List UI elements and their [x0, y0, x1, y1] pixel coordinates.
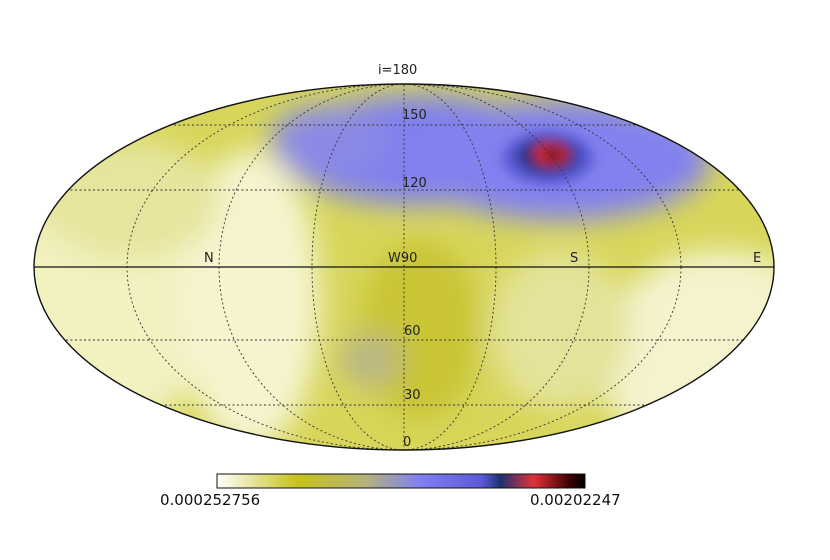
parallel-label-30: 30 [404, 388, 421, 403]
meridian-labels: N W90 S E [204, 251, 761, 266]
colorbar-min-label: 0.000252756 [160, 491, 260, 509]
colorbar-max-label: 0.00202247 [530, 491, 621, 509]
map-fill [34, 84, 774, 450]
parallel-label-top: i=180 [378, 63, 417, 78]
colorbar-gradient [216, 473, 586, 489]
parallel-label-150: 150 [402, 108, 427, 123]
meridian-label-w90: W90 [388, 251, 417, 266]
meridian-label-s: S [570, 251, 578, 266]
parallel-label-0: 0 [403, 435, 411, 450]
map-outline [33, 83, 775, 451]
parallel-labels: i=180 150 120 60 30 0 [378, 63, 427, 450]
meridian-label-n: N [204, 251, 214, 266]
parallel-label-60: 60 [404, 324, 421, 339]
meridian-label-e: E [753, 251, 761, 266]
colorbar: 0.000252756 0.00202247 [160, 473, 621, 509]
parallel-label-120: 120 [402, 176, 427, 191]
